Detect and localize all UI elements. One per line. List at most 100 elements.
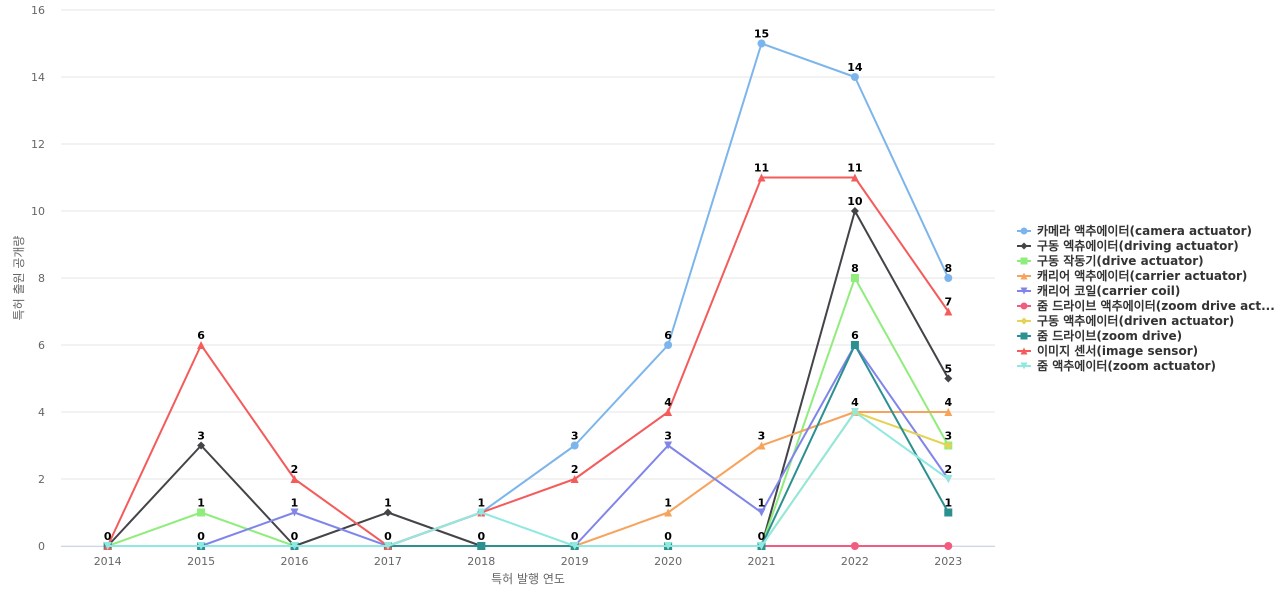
data-point xyxy=(1020,332,1028,340)
data-label: 2 xyxy=(944,463,952,476)
data-point xyxy=(197,441,206,450)
data-label: 1 xyxy=(944,497,952,510)
data-label: 1 xyxy=(477,497,485,510)
data-label: 0 xyxy=(291,530,299,543)
data-label: 0 xyxy=(758,530,766,543)
x-tick-label: 2017 xyxy=(374,555,402,568)
data-label: 2 xyxy=(291,463,299,476)
data-point xyxy=(757,173,766,182)
legend-item[interactable]: 줌 액추에이터(zoom actuator) xyxy=(1017,358,1216,373)
series-group xyxy=(103,39,953,550)
legend-label: 이미지 센서(image sensor) xyxy=(1037,343,1198,358)
data-point xyxy=(944,374,953,383)
legend-item[interactable]: 줌 드라이브(zoom drive) xyxy=(1017,328,1182,343)
legend-label: 줌 드라이브(zoom drive) xyxy=(1037,328,1182,343)
data-point xyxy=(197,508,206,517)
data-point xyxy=(290,475,299,483)
x-tick-label: 2014 xyxy=(94,555,122,568)
y-tick-label: 16 xyxy=(31,4,45,17)
data-label: 6 xyxy=(197,329,205,342)
data-label: 2 xyxy=(571,463,579,476)
data-point xyxy=(570,475,579,483)
data-label: 11 xyxy=(754,162,769,175)
data-point xyxy=(757,542,766,550)
legend-item[interactable]: 구동 엑츄에이터(driving actuator) xyxy=(1017,238,1239,253)
legend-item[interactable]: 캐리어 코일(carrier coil) xyxy=(1017,283,1180,298)
data-point xyxy=(1020,317,1028,325)
data-point xyxy=(1020,257,1028,265)
y-tick-label: 4 xyxy=(38,406,45,419)
data-point xyxy=(197,341,206,349)
data-point xyxy=(757,39,766,48)
data-label: 5 xyxy=(944,363,952,376)
data-point xyxy=(944,307,953,316)
y-axis-title: 특허 출원 공개량 xyxy=(12,236,26,321)
data-label: 8 xyxy=(944,262,952,275)
legend-label: 줌 액추에이터(zoom actuator) xyxy=(1037,358,1216,373)
data-point xyxy=(1020,302,1028,310)
data-point xyxy=(477,542,486,550)
series-line xyxy=(107,411,949,547)
data-point xyxy=(1020,362,1028,370)
legend-item[interactable]: 카메라 액추에이터(camera actuator) xyxy=(1017,223,1252,238)
y-tick-label: 0 xyxy=(38,540,45,553)
legend: 카메라 액추에이터(camera actuator)구동 엑츄에이터(drivi… xyxy=(1017,223,1275,373)
data-point xyxy=(383,508,392,517)
legend-item[interactable]: 이미지 센서(image sensor) xyxy=(1017,343,1198,358)
data-label: 1 xyxy=(291,497,299,510)
data-label: 14 xyxy=(847,61,863,74)
data-point xyxy=(664,408,673,416)
data-point xyxy=(290,508,299,517)
legend-item[interactable]: 캐리어 액추에이터(carrier actuator) xyxy=(1017,268,1247,283)
legend-item[interactable]: 구동 액추에이터(driven actuator) xyxy=(1017,313,1234,328)
data-point xyxy=(944,274,953,282)
data-point xyxy=(197,542,206,550)
data-label: 0 xyxy=(104,530,112,543)
legend-item[interactable]: 줌 드라이브 액추에이터(zoom drive act... xyxy=(1017,298,1275,313)
data-point xyxy=(664,508,673,517)
x-axis-ticks: 2014 2015 2016 2017 2018 2019 2020 2021 2022 2023 xyxy=(94,555,963,568)
x-tick-label: 2018 xyxy=(467,555,495,568)
data-point xyxy=(757,508,766,517)
series-4 xyxy=(103,341,953,550)
x-tick-label: 2015 xyxy=(187,555,215,568)
y-axis-ticks: 0 2 4 6 8 10 12 14 16 xyxy=(31,4,45,553)
data-label: 6 xyxy=(851,329,859,342)
x-tick-label: 2016 xyxy=(281,555,309,568)
data-label: 4 xyxy=(664,396,672,409)
data-point xyxy=(944,408,953,416)
data-point xyxy=(850,542,859,550)
data-label: 6 xyxy=(664,329,672,342)
series-line xyxy=(107,344,950,547)
data-point xyxy=(944,508,953,517)
data-point xyxy=(1020,227,1028,235)
data-label: 3 xyxy=(197,430,205,443)
data-label: 10 xyxy=(847,195,863,208)
data-point xyxy=(850,173,859,182)
data-point xyxy=(850,341,859,349)
data-point xyxy=(850,408,859,416)
legend-item[interactable]: 구동 작동기(drive actuator) xyxy=(1017,253,1204,268)
series-line xyxy=(107,42,950,547)
legend-label: 캐리어 코일(carrier coil) xyxy=(1037,283,1180,298)
data-point xyxy=(290,542,299,550)
data-point xyxy=(1020,347,1028,355)
legend-label: 캐리어 액추에이터(carrier actuator) xyxy=(1037,268,1247,283)
x-axis-title: 특허 발행 연도 xyxy=(491,571,565,586)
data-point xyxy=(944,542,953,550)
data-point xyxy=(664,441,673,450)
series-line xyxy=(106,176,950,547)
legend-label: 구동 작동기(drive actuator) xyxy=(1037,253,1204,268)
legend-label: 카메라 액추에이터(camera actuator) xyxy=(1037,223,1252,238)
x-tick-label: 2022 xyxy=(841,555,869,568)
data-label: 3 xyxy=(758,430,766,443)
data-label: 15 xyxy=(754,28,769,41)
x-tick-label: 2019 xyxy=(561,555,589,568)
series-line xyxy=(107,344,950,547)
y-tick-label: 10 xyxy=(31,205,45,218)
data-label: 0 xyxy=(571,530,579,543)
series-9 xyxy=(103,408,953,550)
series-0 xyxy=(103,39,953,550)
